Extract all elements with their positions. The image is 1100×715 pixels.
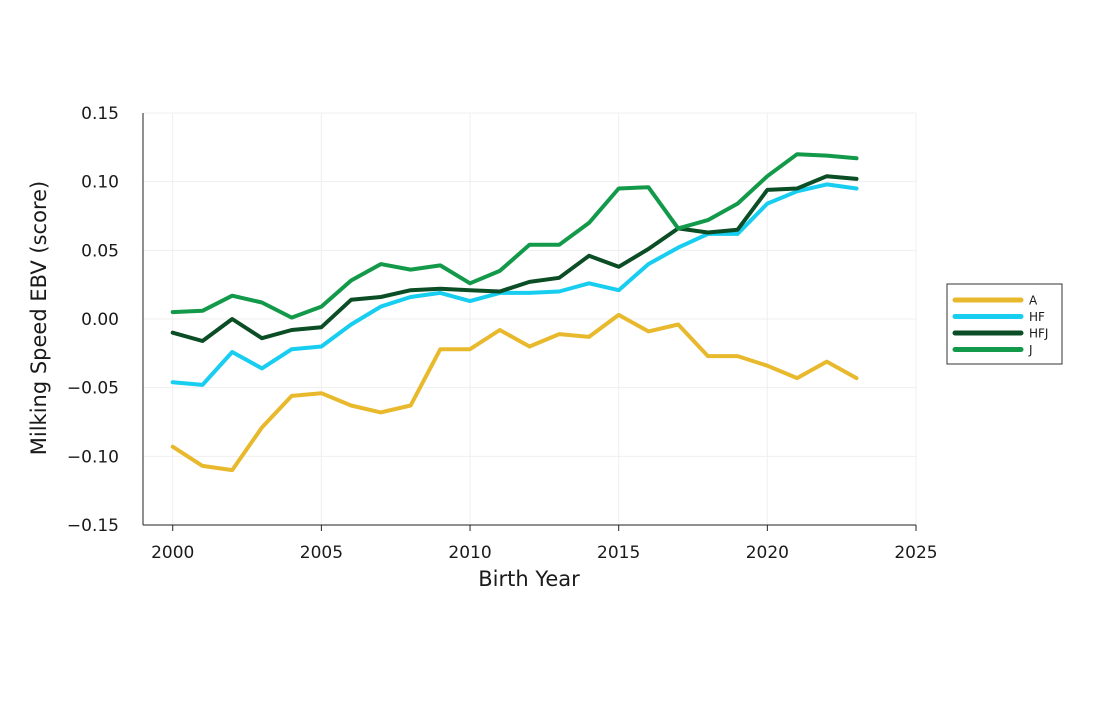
series-line-hf (170, 182, 859, 387)
x-tick-label: 2025 (894, 543, 937, 563)
legend-label-hf: HF (1029, 310, 1045, 324)
y-tick-label: −0.10 (67, 447, 119, 467)
series-line-hfj (170, 174, 859, 343)
y-tick-label: 0.05 (81, 241, 119, 261)
x-tick-label: 2010 (448, 543, 491, 563)
y-tick-label: 0.10 (81, 173, 119, 193)
axes (142, 113, 916, 526)
y-tick-label: 0.00 (81, 310, 119, 330)
legend-label-hfj: HFJ (1029, 327, 1048, 341)
x-tick-label: 2005 (300, 543, 343, 563)
y-tick-label: −0.05 (67, 379, 119, 399)
legend: A HF HFJ J (946, 283, 1063, 365)
y-tick-label: −0.15 (67, 516, 119, 536)
series-line-j (170, 152, 859, 320)
x-tick-labels: 2000 2005 2010 2015 2020 2025 (151, 543, 938, 563)
legend-label-j: J (1028, 343, 1033, 357)
grid (143, 112, 917, 531)
x-tick-label: 2020 (746, 543, 789, 563)
y-tick-label: 0.15 (81, 104, 119, 124)
series-lines (170, 152, 859, 473)
legend-label-a: A (1029, 294, 1038, 308)
y-axis-title: Milking Speed EBV (score) (27, 181, 51, 456)
x-tick-label: 2000 (151, 543, 194, 563)
x-tick-label: 2015 (597, 543, 640, 563)
y-tick-labels: −0.15 −0.10 −0.05 0.00 0.05 0.10 0.15 (67, 104, 119, 536)
legend-items: A HF HFJ J (952, 294, 1048, 357)
series-line-a (170, 312, 859, 473)
x-axis-title: Birth Year (478, 567, 580, 591)
